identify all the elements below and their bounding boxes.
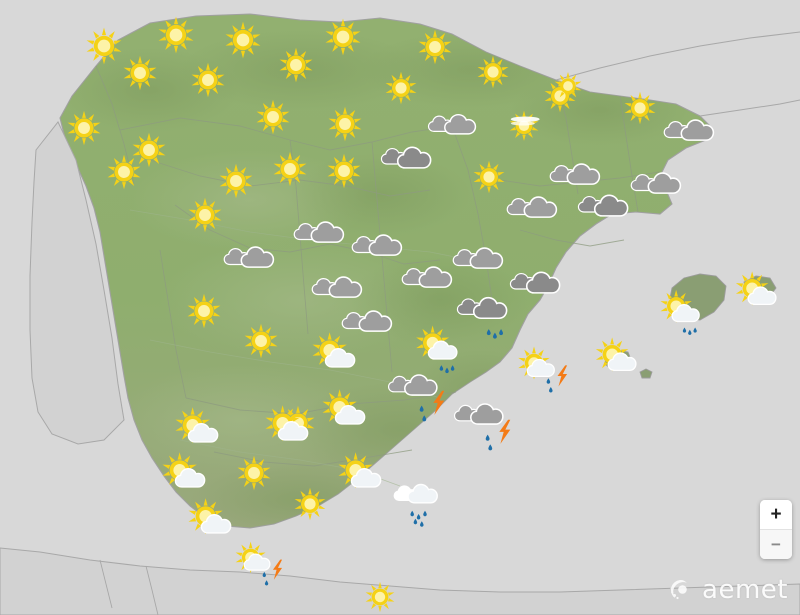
weather-icon-sun[interactable] [352, 572, 408, 615]
weather-icon-cloudy[interactable] [534, 138, 622, 217]
weather-icon-sun-storm[interactable] [506, 335, 586, 407]
weather-icon-sun[interactable] [222, 444, 286, 502]
weather-icon-partly-cloudy[interactable] [163, 394, 243, 466]
weather-icon-storm[interactable] [375, 356, 463, 435]
portugal-region [29, 121, 125, 445]
aemet-wordmark: aemet [702, 575, 788, 605]
weather-icon-sun[interactable] [313, 95, 377, 153]
weather-icon-storm[interactable] [441, 385, 529, 464]
weather-icon-cloudy[interactable] [491, 171, 579, 250]
weather-icon-sun[interactable] [92, 143, 156, 201]
weather-icon-cloudy[interactable] [336, 209, 424, 288]
north-africa-coast [0, 547, 800, 615]
weather-icon-cloudy[interactable] [413, 90, 497, 166]
weather-icon-partly-cloudy[interactable] [326, 439, 406, 511]
weather-icon-sun[interactable] [108, 44, 172, 102]
weather-icon-cloudy[interactable] [326, 285, 414, 364]
weather-icon-sun-storm[interactable] [224, 531, 300, 599]
weather-icon-sun-haze[interactable] [494, 97, 554, 151]
weather-icon-overcast[interactable] [367, 122, 455, 201]
weather-icon-sun[interactable] [117, 121, 181, 179]
aemet-logo[interactable]: aemet [667, 575, 788, 605]
zoom-out-button[interactable]: − [760, 529, 792, 559]
weather-icon-partly-cloudy[interactable] [300, 319, 380, 391]
weather-icon-partly-cloudy[interactable] [310, 376, 390, 448]
zoom-in-button[interactable]: + [760, 500, 792, 529]
weather-icon-cloudy[interactable] [648, 94, 736, 173]
weather-icon-partly-cloudy[interactable] [724, 259, 800, 327]
weather-icon-sun[interactable] [403, 18, 467, 76]
weather-icon-sun[interactable] [280, 477, 340, 531]
weather-icon-sun[interactable] [173, 186, 237, 244]
weather-icon-cloudy[interactable] [208, 221, 296, 300]
weather-icon-sun[interactable] [204, 152, 268, 210]
weather-icon-sun[interactable] [241, 88, 305, 146]
weather-icon-sun[interactable] [172, 282, 236, 340]
weather-icon-cloudy[interactable] [278, 196, 366, 275]
weather-icon-cloudy[interactable] [437, 222, 525, 301]
weather-icon-sun[interactable] [309, 6, 377, 67]
weather-icon-partly-cloudy[interactable] [253, 392, 333, 464]
france-border [555, 31, 800, 81]
weather-icon-partly-cloudy-rain[interactable] [648, 279, 724, 347]
weather-icon-overcast[interactable] [496, 247, 584, 326]
weather-icon-cloudy[interactable] [386, 241, 474, 320]
weather-icon-overcast[interactable] [564, 170, 652, 249]
weather-icon-sun[interactable] [610, 81, 670, 135]
weather-icon-overcast-rain[interactable] [443, 275, 531, 354]
weather-icon-partly-cloudy[interactable] [176, 485, 256, 557]
weather-icon-sun[interactable] [229, 312, 293, 370]
weather-icon-cloudy[interactable] [296, 251, 384, 330]
weather-icon-sun[interactable] [52, 99, 116, 157]
weather-icon-sun[interactable] [142, 4, 210, 65]
coast-line-east [699, 99, 800, 117]
weather-icon-sun[interactable] [264, 36, 328, 94]
weather-icon-sun[interactable] [459, 150, 519, 204]
formentera-island [639, 368, 653, 379]
weather-icon-sun[interactable] [70, 15, 138, 76]
weather-icon-partly-cloudy-rain[interactable] [403, 314, 483, 386]
zoom-control[interactable]: + − [760, 500, 792, 559]
weather-icon-sun[interactable] [176, 51, 240, 109]
weather-icon-rain[interactable] [377, 466, 457, 538]
weather-icon-sun[interactable] [463, 45, 523, 99]
aemet-swirl-icon [670, 580, 687, 600]
weather-icon-sun[interactable] [312, 142, 376, 200]
weather-icon-partly-cloudy[interactable] [150, 439, 230, 511]
weather-icon-sun[interactable] [258, 140, 322, 198]
weather-icon-partly-cloudy[interactable] [584, 325, 660, 393]
weather-icon-cloudy[interactable] [615, 147, 703, 226]
weather-icon-sun[interactable] [542, 63, 594, 110]
weather-icon-sun[interactable] [209, 9, 277, 70]
weather-icon-sun[interactable] [371, 61, 431, 115]
